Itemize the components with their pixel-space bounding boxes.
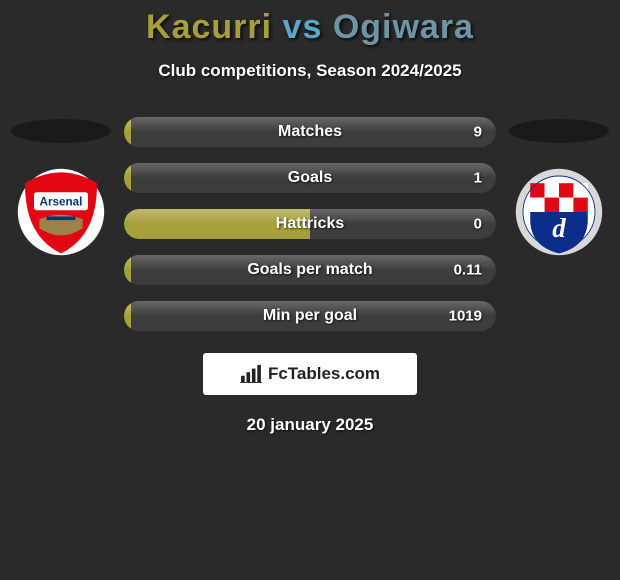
bar-label: Goals per match bbox=[247, 261, 372, 279]
page-title: Kacurri vs Ogiwara bbox=[0, 8, 620, 47]
bar-left-fill bbox=[124, 163, 131, 193]
bar-left-fill bbox=[124, 117, 131, 147]
bar-value-right: 0 bbox=[474, 216, 482, 233]
bar-value-right: 0.11 bbox=[454, 262, 482, 279]
player2-name: Ogiwara bbox=[333, 8, 474, 46]
comparison-card: Kacurri vs Ogiwara Club competitions, Se… bbox=[0, 0, 620, 435]
bar-left-fill bbox=[124, 301, 131, 331]
bar-label: Min per goal bbox=[263, 307, 357, 325]
stat-bars: Matches 9 Goals 1 Hattricks 0 Goals per match 0… bbox=[116, 117, 504, 331]
stat-bar: Goals per match 0.11 bbox=[124, 255, 496, 285]
right-team-col: d bbox=[504, 117, 614, 257]
svg-text:Arsenal: Arsenal bbox=[40, 196, 83, 209]
bar-label: Matches bbox=[278, 123, 342, 141]
left-team-col: Arsenal bbox=[6, 117, 116, 257]
right-shadow bbox=[509, 119, 609, 143]
bar-label: Hattricks bbox=[276, 215, 344, 233]
left-team-crest: Arsenal bbox=[16, 167, 106, 257]
bar-value-right: 1019 bbox=[449, 308, 482, 325]
right-team-crest: d bbox=[514, 167, 604, 257]
main-row: Arsenal Matches 9 Goals 1 Hattricks 0 Goals pe… bbox=[0, 117, 620, 331]
left-shadow bbox=[11, 119, 111, 143]
bar-left-fill bbox=[124, 255, 131, 285]
vs-text: vs bbox=[283, 8, 323, 46]
watermark-text: FcTables.com bbox=[268, 364, 380, 384]
bar-value-right: 9 bbox=[474, 124, 482, 141]
bar-label: Goals bbox=[288, 169, 332, 187]
bar-chart-icon bbox=[240, 365, 262, 383]
bar-value-right: 1 bbox=[474, 170, 482, 187]
stat-bar: Min per goal 1019 bbox=[124, 301, 496, 331]
subtitle: Club competitions, Season 2024/2025 bbox=[0, 61, 620, 81]
date: 20 january 2025 bbox=[0, 415, 620, 435]
stat-bar: Hattricks 0 bbox=[124, 209, 496, 239]
stat-bar: Matches 9 bbox=[124, 117, 496, 147]
svg-text:d: d bbox=[552, 213, 566, 243]
watermark: FcTables.com bbox=[203, 353, 417, 395]
stat-bar: Goals 1 bbox=[124, 163, 496, 193]
player1-name: Kacurri bbox=[146, 8, 272, 46]
